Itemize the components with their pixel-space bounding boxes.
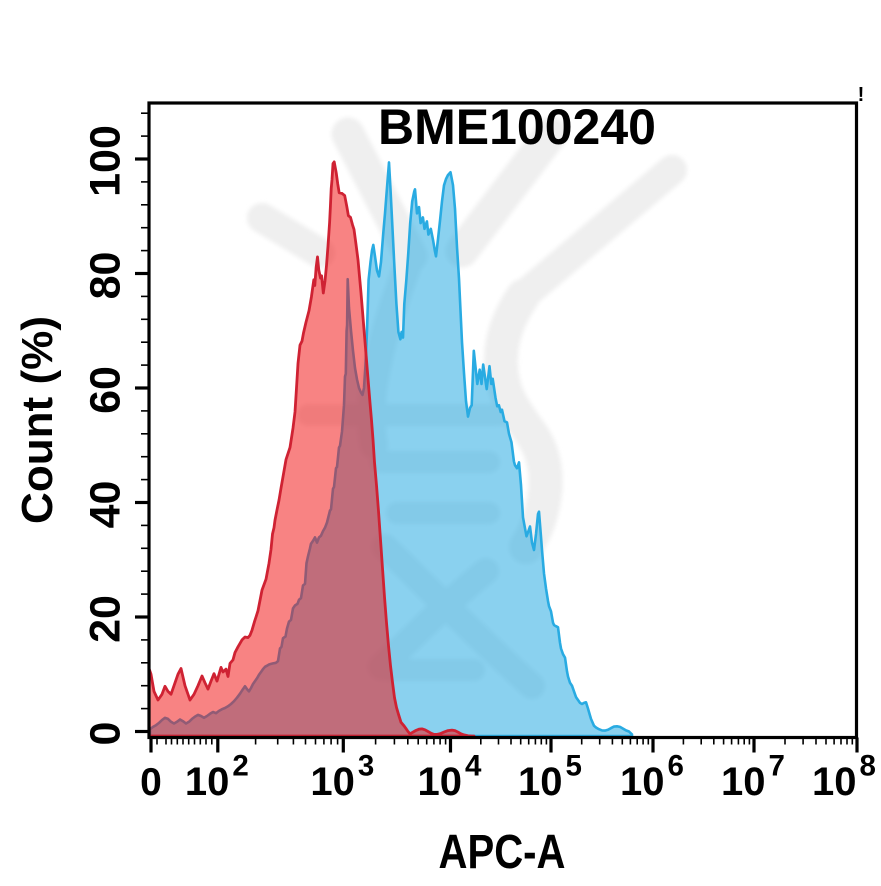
svg-text:!: ! bbox=[858, 84, 865, 106]
svg-text:60: 60 bbox=[82, 366, 130, 414]
svg-text:40: 40 bbox=[82, 481, 130, 529]
svg-text:0: 0 bbox=[82, 722, 130, 746]
svg-text:APC-A: APC-A bbox=[439, 826, 566, 879]
svg-text:BME100240: BME100240 bbox=[378, 99, 656, 155]
svg-text:Count (%): Count (%) bbox=[13, 316, 62, 524]
svg-text:80: 80 bbox=[82, 252, 130, 300]
svg-text:20: 20 bbox=[82, 595, 130, 643]
svg-text:0: 0 bbox=[140, 761, 162, 804]
svg-text:100: 100 bbox=[82, 125, 130, 197]
